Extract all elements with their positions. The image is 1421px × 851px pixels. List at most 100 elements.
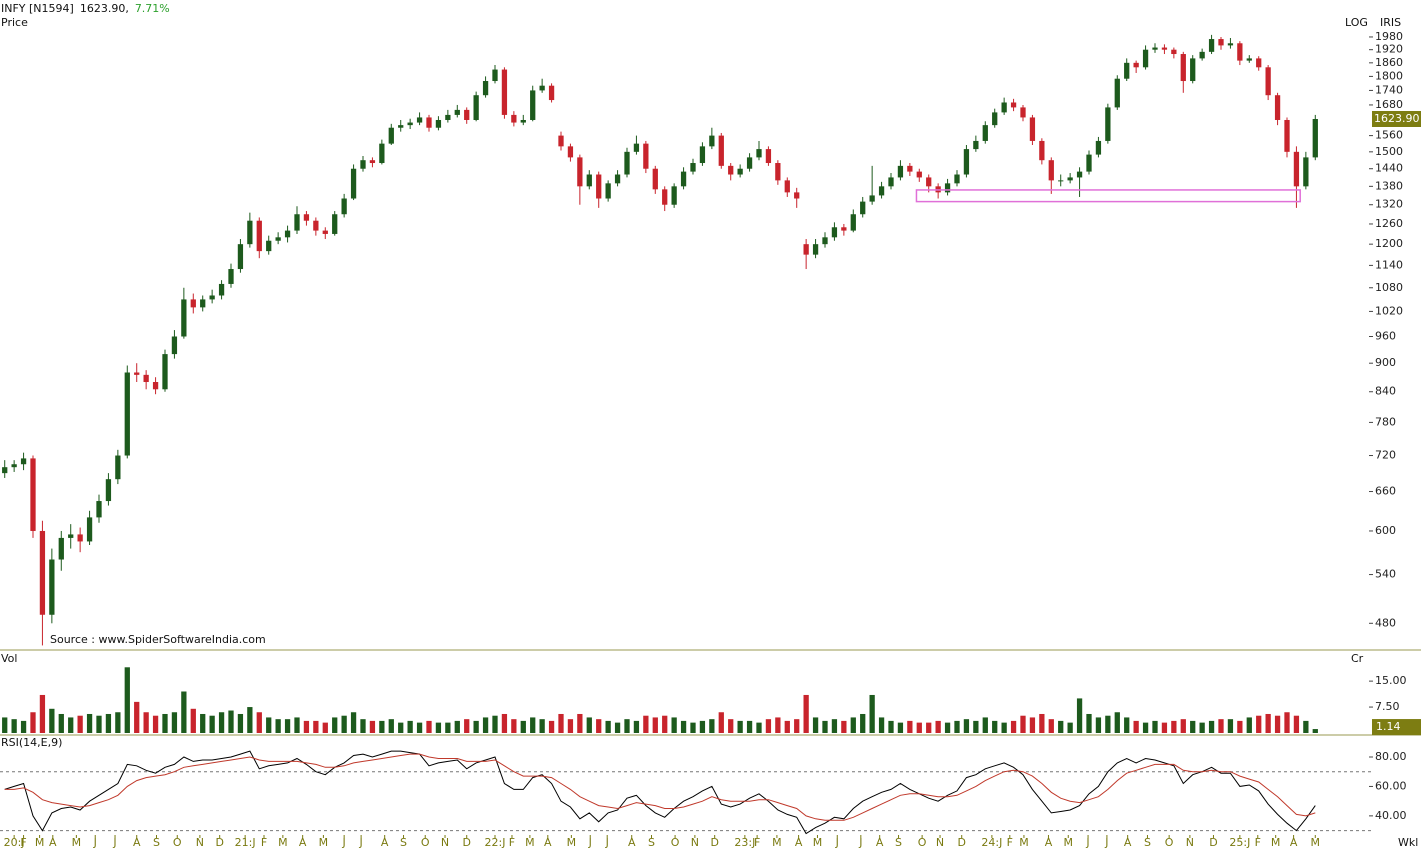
volume-bar xyxy=(482,717,489,733)
volume-bar xyxy=(1246,717,1252,733)
volume-bar xyxy=(407,720,413,733)
candle-body xyxy=(1105,107,1111,141)
volume-bar xyxy=(426,720,432,733)
candle-body xyxy=(492,69,498,82)
x-tick-label: S xyxy=(648,836,655,849)
candle-body xyxy=(1265,67,1271,96)
volume-bar xyxy=(134,701,140,733)
period: Wkl xyxy=(1398,836,1418,849)
candle-body xyxy=(416,117,423,123)
candle-body xyxy=(992,112,998,126)
candle-body xyxy=(464,109,470,120)
volume-bar xyxy=(841,720,847,733)
volume-bar xyxy=(718,712,724,733)
candle-body xyxy=(850,214,856,231)
volume-bar xyxy=(1274,715,1281,733)
volume-bar xyxy=(869,694,875,733)
candle-body xyxy=(1161,47,1168,50)
volume-bar xyxy=(152,715,159,733)
x-tick-label: A xyxy=(628,836,636,849)
candle-body xyxy=(256,220,262,252)
volume-bar xyxy=(322,722,328,733)
volume-bar xyxy=(765,719,772,733)
x-tick-label: O xyxy=(671,836,680,849)
x-tick-label: D xyxy=(215,836,223,849)
volume-bar xyxy=(171,712,178,733)
x-tick-label: A xyxy=(133,836,141,849)
volume-bar xyxy=(492,715,498,733)
x-tick-label: F xyxy=(754,836,760,849)
candle-body xyxy=(1171,49,1177,55)
candle-body xyxy=(284,230,291,238)
volume-bar xyxy=(992,720,998,733)
volume-bar xyxy=(266,717,272,733)
volume-bar xyxy=(30,712,36,733)
candle-body xyxy=(511,114,517,123)
candle-body xyxy=(190,299,196,308)
candle-body xyxy=(115,455,121,480)
volume-bar xyxy=(341,715,347,733)
candle-body xyxy=(341,198,347,215)
x-tick-label: O xyxy=(918,836,927,849)
volume-bar xyxy=(1095,717,1102,733)
candle-body xyxy=(841,227,847,231)
x-tick-label: M xyxy=(319,836,329,849)
y-tick-label: 1380 xyxy=(1375,179,1403,192)
y-tick-label: 1560 xyxy=(1375,129,1403,142)
header: INFY [N1594] 1623.90, 7.71% xyxy=(1,2,170,15)
support-zone xyxy=(915,189,1301,203)
volume-bar xyxy=(1171,720,1177,733)
x-tick-label: M xyxy=(278,836,288,849)
volume-bar xyxy=(699,720,706,733)
volume-bar xyxy=(294,717,300,733)
candle-body xyxy=(1076,171,1083,178)
volume-bar xyxy=(652,717,658,733)
x-tick-label: M xyxy=(35,836,45,849)
y-tick-label: 480 xyxy=(1375,616,1396,629)
y-tick-label: 60.00 xyxy=(1375,779,1407,792)
candle-body xyxy=(963,149,970,175)
candle-body xyxy=(822,237,828,245)
x-tick-label: 20:J xyxy=(4,836,25,849)
candle-body xyxy=(171,336,178,355)
x-tick-label: N xyxy=(196,836,204,849)
x-tick-label: O xyxy=(421,836,430,849)
x-tick-label: J xyxy=(858,836,862,849)
candle-body xyxy=(973,140,979,150)
candle-body xyxy=(1208,39,1215,52)
candle-body xyxy=(68,534,74,538)
last-volume-label: 1.14 xyxy=(1376,720,1401,733)
x-tick-label: M xyxy=(1064,836,1074,849)
volume-bar xyxy=(1208,720,1215,733)
candle-body xyxy=(1237,43,1243,61)
x-tick-label: A xyxy=(544,836,552,849)
candle-body xyxy=(860,201,866,215)
candle-body xyxy=(445,114,451,120)
candle-body xyxy=(1274,95,1281,120)
y-tick-label: 1980 xyxy=(1375,30,1403,43)
candle-body xyxy=(1152,47,1158,50)
volume-bar xyxy=(548,720,555,733)
x-tick-label: N xyxy=(441,836,449,849)
volume-bar xyxy=(973,720,979,733)
candle-body xyxy=(1133,62,1139,68)
y-tick-label: 1320 xyxy=(1375,198,1403,211)
candle-body xyxy=(322,230,328,234)
volume-bar xyxy=(228,710,234,733)
y-tick-label: 1080 xyxy=(1375,281,1403,294)
candle-body xyxy=(1246,58,1252,61)
volume-bar xyxy=(596,719,602,733)
volume-bar xyxy=(680,720,687,733)
x-tick-label: N xyxy=(1186,836,1194,849)
x-tick-label: J xyxy=(342,836,346,849)
scale-label: LOG xyxy=(1345,16,1368,29)
volume-bar xyxy=(435,722,442,733)
volume-bar xyxy=(11,719,17,733)
candle-body xyxy=(803,244,809,255)
volume-bar xyxy=(1114,712,1120,733)
candle-body xyxy=(907,165,913,172)
candle-body xyxy=(501,69,508,115)
volume-bar xyxy=(1029,717,1036,733)
volume-bar xyxy=(662,715,668,733)
candle-body xyxy=(586,174,592,187)
